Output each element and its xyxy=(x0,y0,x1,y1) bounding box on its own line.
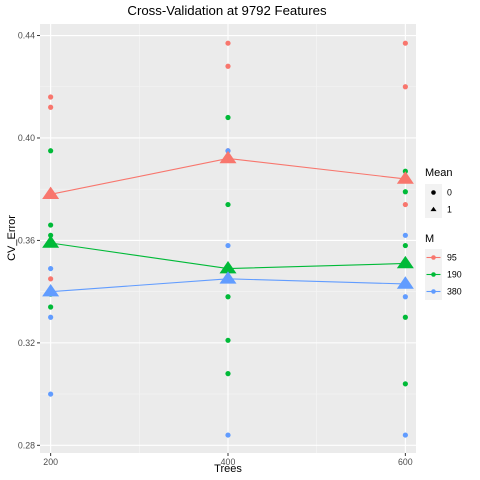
data-point-380 xyxy=(225,148,231,154)
data-point-95 xyxy=(225,40,231,46)
data-point-380 xyxy=(402,432,408,438)
legend-label: 95 xyxy=(447,253,457,263)
data-point-190 xyxy=(225,294,231,300)
data-point-190 xyxy=(402,242,408,249)
legend-circle-icon xyxy=(431,190,436,195)
x-tick-label: 200 xyxy=(43,457,58,467)
data-point-190 xyxy=(402,189,408,195)
data-point-190 xyxy=(225,114,231,121)
data-point-95 xyxy=(402,84,408,90)
data-point-380 xyxy=(225,242,231,249)
mean-markers-layer xyxy=(42,150,414,297)
y-tick-label: 0.28 xyxy=(18,440,35,450)
x-axis: 200 400 600 xyxy=(43,453,413,467)
legend-label: 0 xyxy=(447,188,452,198)
mean-marker-95 xyxy=(396,171,414,184)
legend-title-m: M xyxy=(425,233,434,245)
legend-dot-icon xyxy=(431,289,436,294)
legend-triangle-icon xyxy=(430,206,437,212)
mean-marker-380 xyxy=(219,271,237,284)
data-point-95 xyxy=(48,94,54,100)
data-point-380 xyxy=(48,314,54,320)
data-point-95 xyxy=(402,40,408,46)
x-tick-label: 600 xyxy=(398,457,413,467)
data-point-190 xyxy=(225,371,231,377)
data-point-190 xyxy=(225,337,231,343)
x-tick-label: 400 xyxy=(221,457,236,467)
data-point-380 xyxy=(402,294,408,300)
mean-marker-190 xyxy=(396,255,414,269)
y-tick-label: 0.36 xyxy=(18,235,35,245)
data-point-380 xyxy=(402,232,408,238)
legend-label: 190 xyxy=(447,270,462,280)
legend-dot-icon xyxy=(431,255,436,260)
points-layer xyxy=(48,40,408,438)
legend-label: 1 xyxy=(447,205,452,215)
mean-marker-190 xyxy=(219,260,237,274)
data-point-190 xyxy=(402,381,408,387)
chart-title: Cross-Validation at 9792 Features xyxy=(127,3,327,18)
y-tick-label: 0.32 xyxy=(18,338,35,348)
legend-label: 380 xyxy=(447,287,462,297)
y-tick-label: 0.44 xyxy=(18,31,35,41)
y-axis-title: CV_Error xyxy=(6,215,18,261)
data-point-380 xyxy=(48,265,54,272)
mean-marker-95 xyxy=(42,186,60,200)
data-point-95 xyxy=(225,63,231,69)
data-point-380 xyxy=(48,391,54,397)
mean-marker-380 xyxy=(42,283,60,297)
legend: Mean 0 1 M 95 190 380 xyxy=(425,167,462,300)
mean-marker-95 xyxy=(219,150,237,164)
data-point-190 xyxy=(48,148,54,154)
data-point-190 xyxy=(402,168,408,174)
grid-layer xyxy=(40,24,416,453)
legend-title-mean: Mean xyxy=(425,167,453,179)
data-point-380 xyxy=(225,432,231,438)
y-tick-label: 0.40 xyxy=(18,133,35,143)
data-point-190 xyxy=(48,232,54,238)
legend-dot-icon xyxy=(431,272,436,277)
mean-marker-190 xyxy=(42,235,60,248)
data-point-95 xyxy=(48,276,54,282)
data-point-190 xyxy=(48,222,54,228)
data-point-190 xyxy=(48,304,54,310)
data-point-95 xyxy=(402,201,408,208)
data-point-190 xyxy=(225,201,231,208)
data-point-190 xyxy=(402,314,408,320)
y-axis: 0.28 0.32 0.36 0.40 0.44 xyxy=(18,31,40,450)
data-point-95 xyxy=(48,104,54,110)
x-axis-title: Trees xyxy=(214,463,242,475)
mean-marker-380 xyxy=(396,276,414,289)
